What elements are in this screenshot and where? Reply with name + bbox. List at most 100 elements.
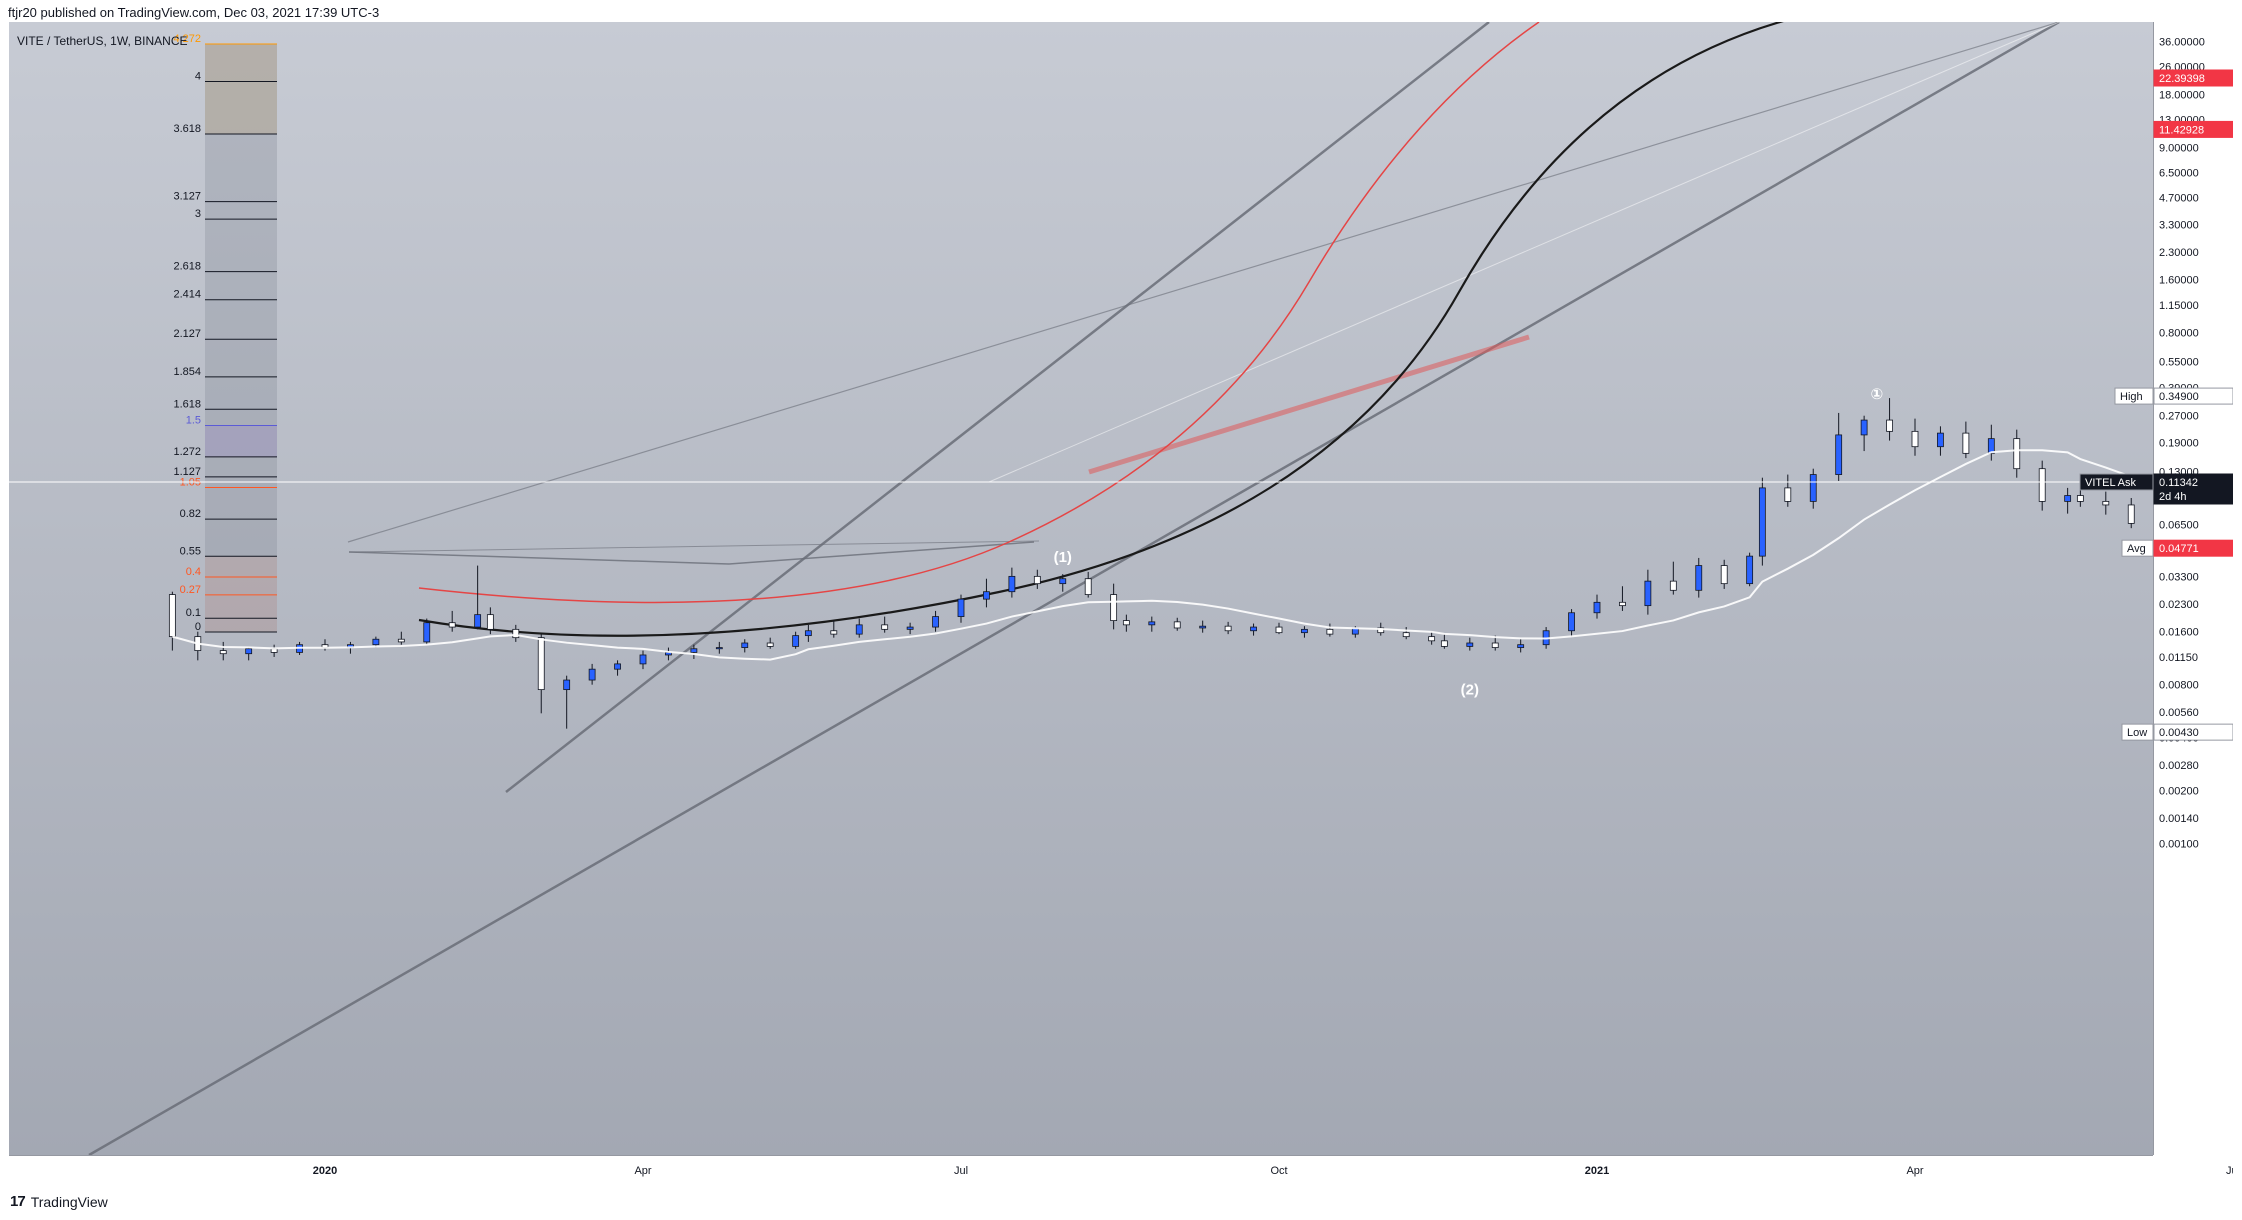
candle-body: [1440, 640, 1448, 647]
candle-body: [881, 624, 889, 630]
y-tick-label: 0.00100: [2159, 839, 2199, 851]
price-badge: [2153, 69, 2233, 87]
candle-body: [1122, 620, 1130, 626]
price-badge-value: 0.04771: [2159, 543, 2199, 555]
candle-body: [1301, 628, 1308, 634]
candle-body: [2076, 495, 2084, 502]
candle-body: [1619, 601, 1626, 607]
wave-annotation: ①: [1870, 386, 1883, 403]
y-tick-label: 4.70000: [2159, 192, 2199, 204]
candle-body: [245, 648, 253, 655]
candle-body: [1644, 580, 1652, 607]
fib-level-label: 0.27: [180, 584, 201, 596]
candle-body: [1937, 432, 1944, 448]
fib-level-label: 4: [195, 70, 201, 82]
candle-body: [537, 637, 545, 691]
fib-level-label: 3: [195, 208, 201, 220]
candle-body: [1835, 434, 1843, 475]
fib-level-label: 1.272: [173, 446, 201, 458]
candle-body: [741, 642, 749, 648]
chart-title: VITE / TetherUS, 1W, BINANCE: [17, 34, 188, 48]
wave-annotation: (1): [1054, 549, 1072, 566]
chart-svg[interactable]: 4.272 4 3.618 3.127 3 2.618 2.414 2.127 1.854 1.6…: [9, 22, 2233, 1187]
price-badge: [2153, 723, 2233, 741]
white-parallel-line: [988, 22, 2060, 483]
price-badge-sublabel: 2d 4h: [2159, 491, 2187, 503]
candle-body: [1059, 578, 1067, 585]
candle-body: [690, 648, 698, 653]
candle-body: [1402, 632, 1410, 638]
fib-zone-top: [205, 44, 277, 135]
candle-body: [1962, 432, 1970, 454]
candle-body: [1084, 578, 1092, 595]
candle-body: [2064, 495, 2072, 502]
price-axis-panel[interactable]: [2153, 22, 2233, 1155]
candle-body: [448, 622, 456, 628]
candle-body: [1720, 565, 1728, 585]
y-tick-label: 0.06500: [2159, 520, 2199, 532]
candle-body: [983, 591, 990, 600]
moving-average-line: [172, 449, 2233, 661]
parabolic-support-curve: [418, 22, 1785, 637]
price-badge: [2153, 120, 2233, 138]
price-badge-value: 0.00430: [2159, 727, 2199, 739]
candle-body: [1224, 625, 1232, 632]
price-tag-label: VITEL Ask: [2085, 477, 2136, 489]
candle-body: [1593, 601, 1601, 614]
fib-level-label: 2.618: [173, 261, 201, 273]
candle-body: [372, 638, 380, 646]
candle-body: [1033, 575, 1041, 585]
price-badge: [2153, 387, 2233, 405]
candle-body: [2127, 504, 2135, 524]
candle-body: [1517, 644, 1525, 648]
y-tick-label: 0.00280: [2159, 760, 2199, 772]
footer-brand: TradingView: [30, 1193, 108, 1210]
fib-level-label: 0.55: [180, 545, 201, 557]
y-tick-label: 0.00560: [2159, 707, 2199, 719]
price-tag-bg: [2079, 473, 2154, 491]
y-tick-label: 1.15000: [2159, 300, 2199, 312]
price-badge-value: 22.39398: [2159, 73, 2205, 85]
price-badge: [2153, 539, 2233, 557]
x-tick-label: 2021: [1585, 1165, 1609, 1177]
y-tick-label: 0.01600: [2159, 627, 2199, 639]
y-tick-label: 9.00000: [2159, 143, 2199, 155]
candle-body: [766, 642, 774, 647]
fib-level-label: 1.127: [173, 466, 201, 478]
candle-body: [1809, 474, 1817, 502]
fib-level-label: 0: [195, 621, 201, 633]
candle-body: [1377, 627, 1385, 634]
candle-body: [957, 598, 965, 617]
wave-annotation: (2): [1461, 682, 1479, 699]
y-tick-label: 0.01150: [2159, 652, 2198, 664]
x-tick-label: 2020: [313, 1165, 337, 1177]
candle-body: [1758, 487, 1766, 557]
candle-body: [397, 638, 405, 643]
chart-frame[interactable]: 4.272 4 3.618 3.127 3 2.618 2.414 2.127 1.854 1.6…: [9, 22, 2233, 1187]
x-tick-label: Oct: [1270, 1165, 1287, 1177]
candle-body: [1148, 621, 1156, 626]
candle-body: [906, 626, 914, 630]
time-axis-panel[interactable]: [9, 1155, 2233, 1187]
fib-level-label: 2.127: [173, 328, 201, 340]
candle-body: [1326, 628, 1334, 635]
candle-body: [792, 635, 800, 647]
y-tick-label: 0.02300: [2159, 599, 2199, 611]
price-tag-bg: [2121, 723, 2154, 741]
fib-level-label: 3.618: [173, 123, 201, 135]
fib-level-label: 0.1: [186, 607, 201, 619]
y-tick-label: 0.27000: [2159, 411, 2199, 423]
y-tick-label: 0.80000: [2159, 328, 2199, 340]
candle-body: [1491, 642, 1499, 648]
y-tick-label: 6.50000: [2159, 168, 2199, 180]
x-tick-label: Jul: [954, 1165, 968, 1177]
fib-level-label: 1.5: [186, 415, 201, 427]
candle-body: [1784, 487, 1792, 502]
candle-body: [1886, 419, 1893, 432]
x-tick-label: Apr: [634, 1165, 651, 1177]
parabolic-red-curve: [418, 22, 1540, 604]
price-badge-value: 0.34900: [2159, 391, 2199, 403]
fib-zone-mid: [205, 425, 277, 457]
candle-body: [932, 616, 939, 628]
fib-zone-bottom: [205, 556, 277, 632]
